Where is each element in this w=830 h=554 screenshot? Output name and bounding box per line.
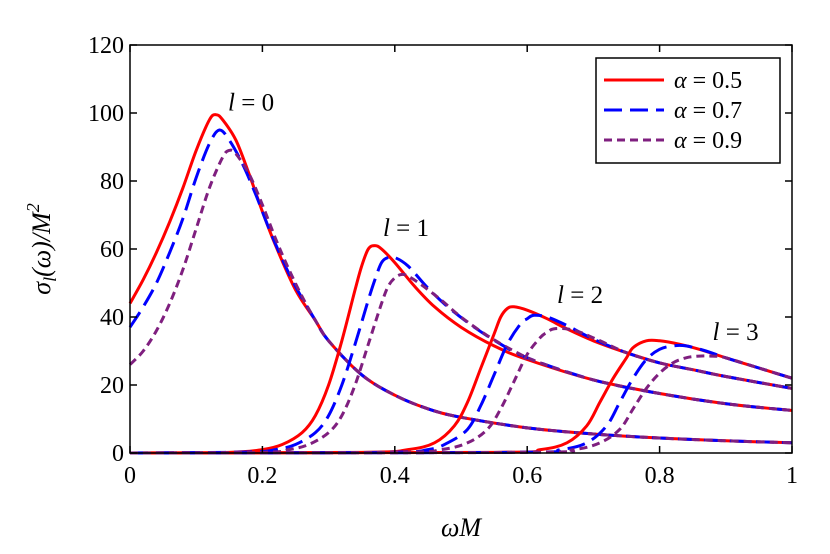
y-tick-label: 120 (88, 33, 124, 59)
legend-label-2: α = 0.9 (674, 128, 742, 154)
annotation-var: l (713, 319, 720, 346)
legend-value: = 0.7 (687, 98, 743, 124)
legend-label-1: α = 0.7 (674, 98, 742, 124)
legend-symbol: α (674, 128, 687, 154)
y-axis-label-mid: (ω)/M (27, 211, 56, 277)
annotation-layer: l = 0l = 1l = 2l = 3 (228, 89, 759, 346)
annotation-value: = 0 (235, 89, 274, 116)
legend-label-0: α = 0.5 (674, 68, 742, 94)
x-tick-label: 0.8 (645, 463, 675, 489)
x-tick-label: 0.6 (512, 463, 542, 489)
y-axis-label-sigma: σ (27, 281, 56, 295)
legend-value: = 0.5 (687, 68, 743, 94)
series-line-alpha-0_7-l1 (129, 255, 793, 455)
series-line-alpha-0_5-l3 (129, 338, 793, 455)
legend-box (595, 57, 781, 164)
x-tick-label: 0.4 (380, 463, 410, 489)
y-axis-label-sub: l (40, 277, 60, 282)
ticks-layer: 0 0.2 0.4 0.6 0.8 1 0 20 40 60 80 100 120 (88, 33, 798, 489)
legend-value: = 0.9 (687, 128, 743, 154)
series-line-alpha-0_5-l1 (129, 244, 793, 455)
annotation-l0: l = 0 (228, 89, 274, 116)
annotation-value: = 3 (720, 319, 759, 346)
legend: α = 0.5α = 0.7α = 0.9 (595, 57, 781, 164)
y-tick-label: 0 (112, 441, 124, 467)
y-axis-label: σl(ω)/M2 (23, 203, 60, 294)
series-line-alpha-0_7-l2 (129, 313, 793, 455)
x-axis-label: ωM (441, 513, 482, 542)
annotation-var: l (228, 89, 235, 116)
annotation-value: = 2 (564, 282, 603, 309)
y-tick-label: 60 (100, 237, 124, 263)
x-tick-label: 0 (124, 463, 136, 489)
series-line-alpha-0_9-l1 (129, 272, 793, 455)
legend-symbol: α (674, 68, 687, 94)
series-line-alpha-0_9-l2 (129, 326, 793, 455)
series-layer (128, 113, 793, 455)
annotation-value: = 1 (390, 215, 429, 242)
x-tick-label: 0.2 (247, 463, 277, 489)
x-tick-label: 1 (786, 463, 798, 489)
y-tick-label: 100 (88, 101, 124, 127)
legend-symbol: α (674, 98, 687, 124)
annotation-var: l (383, 215, 390, 242)
annotation-var: l (557, 282, 564, 309)
y-tick-label: 40 (100, 305, 124, 331)
y-tick-label: 80 (100, 169, 124, 195)
y-axis-label-sup: 2 (23, 203, 43, 212)
annotation-l2: l = 2 (557, 282, 603, 309)
series-line-alpha-0_5-l0 (128, 113, 793, 445)
y-tick-label: 20 (100, 373, 124, 399)
series-line-alpha-0_9-l0 (128, 148, 793, 445)
annotation-l3: l = 3 (713, 319, 759, 346)
series-line-alpha-0_9-l3 (129, 354, 793, 455)
annotation-l1: l = 1 (383, 215, 429, 242)
series-line-alpha-0_7-l0 (128, 128, 793, 445)
